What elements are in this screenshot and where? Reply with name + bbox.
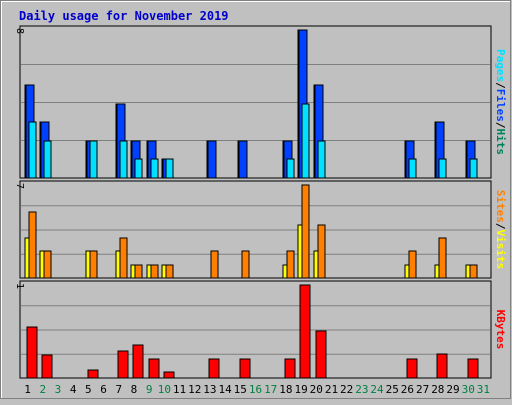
bar-kbytes-day-30 [467, 358, 479, 379]
legend-entry: KBytes [494, 310, 507, 350]
bar-kbytes-day-26 [406, 358, 418, 379]
bar-pages-day-26 [408, 158, 417, 179]
x-tick-label: 30 [462, 383, 475, 396]
bar-pages-day-19 [301, 103, 310, 179]
bar-sites-day-13 [210, 250, 219, 279]
x-tick-label: 5 [85, 383, 92, 396]
bar-sites-day-18 [286, 250, 295, 279]
legend-kbytes: KBytes [494, 310, 507, 350]
x-tick-label: 11 [173, 383, 186, 396]
x-tick-label: 18 [279, 383, 292, 396]
x-tick-label: 25 [386, 383, 399, 396]
bar-sites-day-10 [165, 264, 174, 279]
bar-kbytes-day-13 [208, 358, 220, 379]
bar-pages-day-1 [28, 121, 37, 179]
x-tick-label: 2 [39, 383, 46, 396]
bar-pages-day-30 [469, 158, 478, 179]
x-tick-label: 13 [203, 383, 216, 396]
x-tick-label: 19 [294, 383, 307, 396]
bar-sites-day-26 [408, 250, 417, 279]
bar-files-day-15 [238, 140, 248, 179]
legend-entry: / [494, 122, 507, 129]
x-tick-label: 24 [370, 383, 384, 396]
bar-kbytes-day-19 [299, 284, 311, 379]
bar-files-day-13 [207, 140, 217, 179]
chart-title: Daily usage for November 2019 [19, 9, 229, 23]
x-tick-label: 28 [431, 383, 444, 396]
bar-kbytes-day-1 [26, 326, 38, 379]
bar-pages-day-2 [43, 140, 52, 179]
x-tick-label: 10 [158, 383, 171, 396]
x-tick-label: 9 [146, 383, 153, 396]
bar-kbytes-day-15 [239, 358, 251, 379]
y-max-label: 7 [14, 183, 25, 189]
y-max-label: 8 [14, 28, 25, 34]
x-tick-label: 26 [401, 383, 414, 396]
x-tick-label: 12 [188, 383, 201, 396]
legend-entry: Sites [494, 190, 507, 223]
bar-sites-day-5 [89, 250, 98, 279]
bar-sites-day-15 [241, 250, 250, 279]
x-tick-label: 29 [446, 383, 459, 396]
legend-entry: Visits [494, 230, 507, 270]
bar-kbytes-day-28 [436, 353, 448, 379]
x-tick-label: 14 [218, 383, 232, 396]
legend-entry: Hits [494, 129, 507, 156]
bar-sites-day-20 [317, 224, 326, 279]
bar-pages-day-5 [89, 140, 98, 179]
bar-pages-day-7 [119, 140, 128, 179]
x-tick-label: 15 [234, 383, 247, 396]
x-tick-label: 8 [131, 383, 138, 396]
x-tick-label: 4 [70, 383, 77, 396]
x-tick-label: 23 [355, 383, 368, 396]
bar-pages-day-18 [286, 158, 295, 179]
x-axis-labels: 1 2 3 4 5 6 7 8 9 10 11 12 13 14 15 16 17 18 19 20 21 22 23 24 2… [24, 383, 490, 396]
bar-kbytes-day-8 [132, 344, 144, 379]
bar-kbytes-day-2 [41, 354, 53, 379]
legend-entry: Files [494, 89, 507, 122]
bar-sites-day-28 [438, 237, 447, 279]
legend-entry: / [494, 82, 507, 89]
bar-pages-day-9 [150, 158, 159, 179]
bar-sites-day-2 [43, 250, 52, 279]
x-tick-label: 3 [55, 383, 62, 396]
bar-pages-day-20 [317, 140, 326, 179]
x-tick-label: 17 [264, 383, 277, 396]
panel-kbytes: 1 KBytes [14, 280, 507, 379]
bar-pages-day-8 [134, 158, 143, 179]
x-tick-label: 22 [340, 383, 353, 396]
bar-sites-day-8 [134, 264, 143, 279]
x-tick-label: 6 [100, 383, 107, 396]
bar-sites-day-7 [119, 237, 128, 279]
legend-entry: Pages [494, 49, 507, 82]
x-tick-label: 27 [416, 383, 429, 396]
bar-kbytes-day-20 [315, 330, 327, 379]
x-tick-label: 20 [310, 383, 323, 396]
legend-entry: / [494, 223, 507, 230]
legend-hits_files_pages: Pages/Files/Hits [494, 49, 507, 155]
bar-pages-day-28 [438, 158, 447, 179]
x-tick-label: 16 [249, 383, 262, 396]
bar-sites-day-1 [28, 211, 37, 279]
bar-kbytes-day-18 [284, 358, 296, 379]
x-tick-label: 7 [115, 383, 122, 396]
legend-visits_sites: Sites/Visits [494, 190, 507, 270]
x-tick-label: 1 [24, 383, 31, 396]
bar-kbytes-day-5 [87, 369, 99, 379]
panel-visits_sites: 7 Sites/Visits [14, 180, 507, 279]
bar-kbytes-day-7 [117, 350, 129, 379]
x-tick-label: 31 [477, 383, 490, 396]
y-max-label: 1 [14, 283, 25, 289]
bar-sites-day-19 [301, 184, 310, 279]
bar-sites-day-9 [150, 264, 159, 279]
bar-sites-day-30 [469, 264, 478, 279]
x-tick-label: 21 [325, 383, 338, 396]
bar-kbytes-day-10 [163, 371, 175, 379]
bar-kbytes-day-9 [148, 358, 160, 379]
bar-pages-day-10 [165, 158, 174, 179]
